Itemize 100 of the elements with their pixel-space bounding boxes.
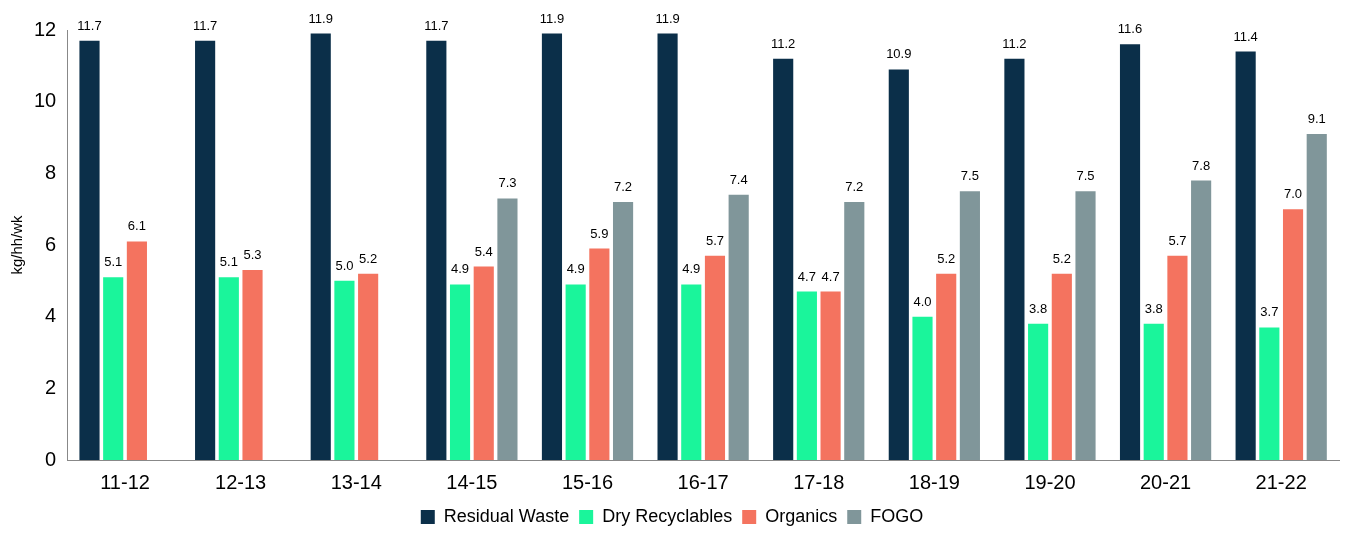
bar [126, 241, 147, 460]
data-label: 5.4 [474, 243, 493, 259]
bar [704, 255, 726, 460]
x-tick-label: 19-20 [1024, 470, 1076, 493]
data-label: 6.1 [127, 218, 146, 234]
bar [103, 277, 124, 460]
data-label: 3.8 [1029, 300, 1048, 316]
x-tick-label: 20-21 [1140, 470, 1192, 493]
data-label: 7.2 [614, 179, 633, 195]
bar [888, 69, 909, 460]
legend-label: Organics [765, 505, 838, 526]
y-tick-label: 6 [45, 232, 57, 255]
bar [1191, 180, 1212, 460]
x-tick-label: 17-18 [793, 470, 845, 493]
data-label: 5.2 [359, 250, 378, 266]
data-label: 5.2 [1052, 250, 1071, 266]
y-tick-label: 4 [45, 304, 57, 327]
bar [728, 194, 749, 460]
bar [1306, 133, 1327, 460]
data-label: 11.7 [192, 17, 218, 33]
bar [657, 33, 678, 460]
x-tick-label: 21-22 [1255, 470, 1307, 493]
bar [497, 198, 518, 460]
y-tick-label: 12 [34, 17, 57, 40]
data-label: 11.4 [1233, 28, 1258, 44]
x-tick-label: 12-13 [215, 470, 267, 493]
x-tick-label: 18-19 [908, 470, 960, 493]
bar [912, 316, 933, 460]
data-label: 3.8 [1144, 300, 1163, 316]
data-label: 7.2 [845, 179, 864, 195]
bar [1075, 191, 1096, 460]
x-tick-label: 11-12 [100, 470, 150, 493]
data-label: 7.5 [1076, 168, 1095, 184]
bar [1119, 44, 1141, 460]
data-label: 10.9 [886, 46, 912, 62]
bar [426, 40, 447, 460]
data-label: 11.7 [424, 17, 449, 33]
data-label: 5.3 [243, 247, 262, 263]
data-label: 7.3 [498, 175, 517, 191]
data-label: 5.0 [335, 257, 354, 273]
bar [358, 273, 379, 460]
bar [1282, 209, 1304, 460]
bar [1143, 323, 1164, 460]
y-tick-label: 2 [45, 375, 57, 398]
bar [541, 33, 563, 460]
bar [1028, 323, 1049, 460]
bar [473, 266, 494, 460]
data-label: 7.8 [1192, 157, 1211, 173]
bar [820, 291, 841, 460]
legend-label: Residual Waste [443, 505, 570, 526]
data-label: 11.7 [77, 17, 102, 33]
data-label: 7.0 [1284, 186, 1303, 202]
data-label: 4.7 [821, 268, 840, 284]
data-label: 5.7 [705, 232, 725, 248]
bar [565, 284, 586, 460]
y-tick-label: 10 [34, 89, 57, 112]
y-tick-label: 8 [45, 160, 57, 183]
bar [844, 202, 865, 460]
data-label: 11.9 [308, 10, 333, 26]
data-label: 9.1 [1307, 110, 1326, 126]
bar [1004, 58, 1025, 460]
y-axis-title: kg/hh/wk [8, 214, 26, 275]
bar [796, 291, 817, 460]
bar [1235, 51, 1256, 460]
data-label: 4.9 [682, 261, 701, 277]
data-label: 5.2 [937, 250, 956, 266]
x-tick-label: 14-15 [446, 470, 498, 493]
data-label: 4.7 [797, 268, 816, 284]
legend-label: Dry Recyclables [602, 505, 733, 526]
x-tick-label: 16-17 [677, 470, 729, 493]
data-label: 11.6 [1117, 21, 1143, 37]
bar [334, 280, 355, 460]
bar [589, 248, 610, 460]
data-label: 5.1 [219, 254, 238, 270]
bar [449, 284, 471, 460]
bar [959, 191, 980, 460]
data-label: 11.2 [1002, 35, 1027, 51]
legend-label: FOGO [870, 505, 924, 526]
bar [1051, 273, 1072, 460]
bar [218, 277, 239, 460]
data-label: 5.7 [1168, 232, 1187, 248]
bar [681, 284, 702, 460]
bar [773, 58, 794, 460]
bar [79, 40, 100, 460]
x-tick-label: 13-14 [330, 470, 382, 493]
bar [1259, 327, 1280, 460]
data-label: 7.5 [960, 168, 979, 184]
bar [612, 202, 634, 460]
x-tick-label: 15-16 [561, 470, 614, 493]
data-label: 11.2 [771, 35, 796, 51]
bar [242, 270, 263, 460]
bar [310, 33, 331, 460]
bar [936, 273, 957, 460]
data-label: 5.9 [590, 225, 609, 241]
data-label: 11.9 [539, 10, 565, 26]
bar [195, 40, 216, 460]
data-label: 7.4 [729, 171, 748, 187]
data-label: 4.0 [913, 293, 932, 309]
y-tick-label: 0 [45, 447, 57, 470]
data-label: 4.9 [566, 261, 585, 277]
